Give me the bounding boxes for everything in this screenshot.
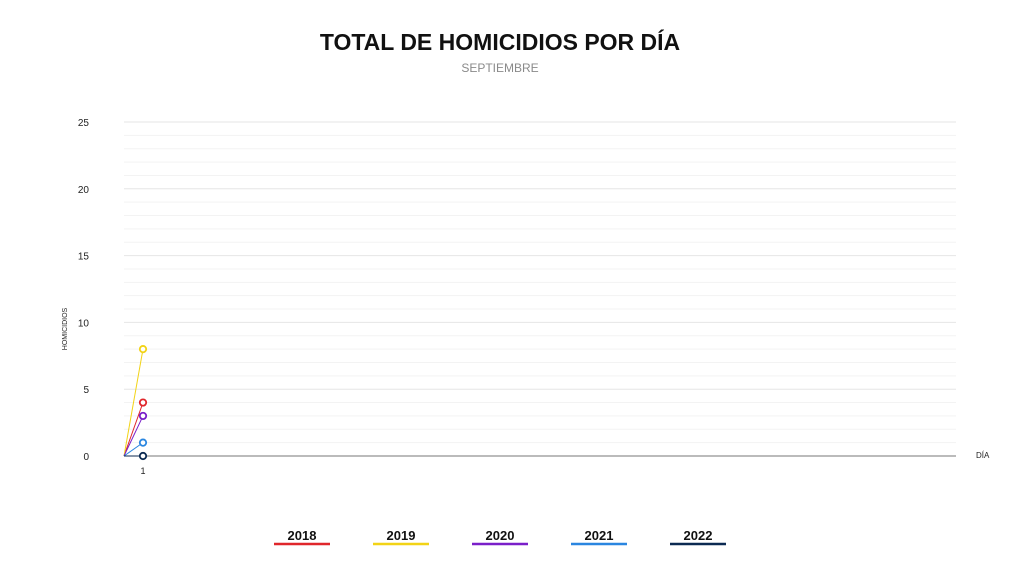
data-point-2022[interactable] <box>138 451 148 461</box>
chart-gridlines <box>124 121 956 444</box>
legend-label: 2022 <box>684 528 713 543</box>
series-line <box>123 349 144 457</box>
series-2019 <box>123 349 144 457</box>
legend-item-2018[interactable]: 2018 <box>274 528 330 546</box>
data-point-2020[interactable] <box>138 411 148 421</box>
legend-item-2022[interactable]: 2022 <box>670 528 726 546</box>
y-tick-label: 20 <box>78 185 90 196</box>
legend-label: 2020 <box>486 528 515 543</box>
y-tick-label: 25 <box>78 118 90 129</box>
series-2018 <box>123 402 144 457</box>
y-axis-label: HOMICIDIOS <box>62 307 69 350</box>
legend-label: 2018 <box>288 528 317 543</box>
y-axis-ticks: 0 5 10 15 20 25 <box>78 118 90 463</box>
y-tick-label: 5 <box>83 385 89 396</box>
data-point-2018[interactable] <box>138 398 148 407</box>
series-group <box>123 345 148 461</box>
series-2020 <box>123 415 144 457</box>
legend-label: 2021 <box>585 528 614 543</box>
legend-item-2021[interactable]: 2021 <box>571 528 627 546</box>
legend-label: 2019 <box>387 528 416 543</box>
series-line <box>123 402 144 457</box>
x-axis-label: DÍA <box>976 451 990 460</box>
chart-title: TOTAL DE HOMICIDIOS POR DÍA <box>320 28 680 55</box>
y-tick-label: 0 <box>83 452 89 463</box>
data-point-2021[interactable] <box>138 438 148 447</box>
series-line <box>123 415 144 457</box>
y-tick-label: 10 <box>78 318 90 329</box>
x-axis-ticks: 1 <box>140 466 145 476</box>
data-point-2019[interactable] <box>138 345 148 354</box>
y-tick-label: 15 <box>78 252 90 263</box>
legend-item-2019[interactable]: 2019 <box>373 528 429 546</box>
chart-subtitle: SEPTIEMBRE <box>461 61 538 75</box>
legend-item-2020[interactable]: 2020 <box>472 528 528 546</box>
chart-legend: 2018 2019 2020 2021 2022 <box>274 528 726 546</box>
x-tick-label: 1 <box>140 466 145 476</box>
